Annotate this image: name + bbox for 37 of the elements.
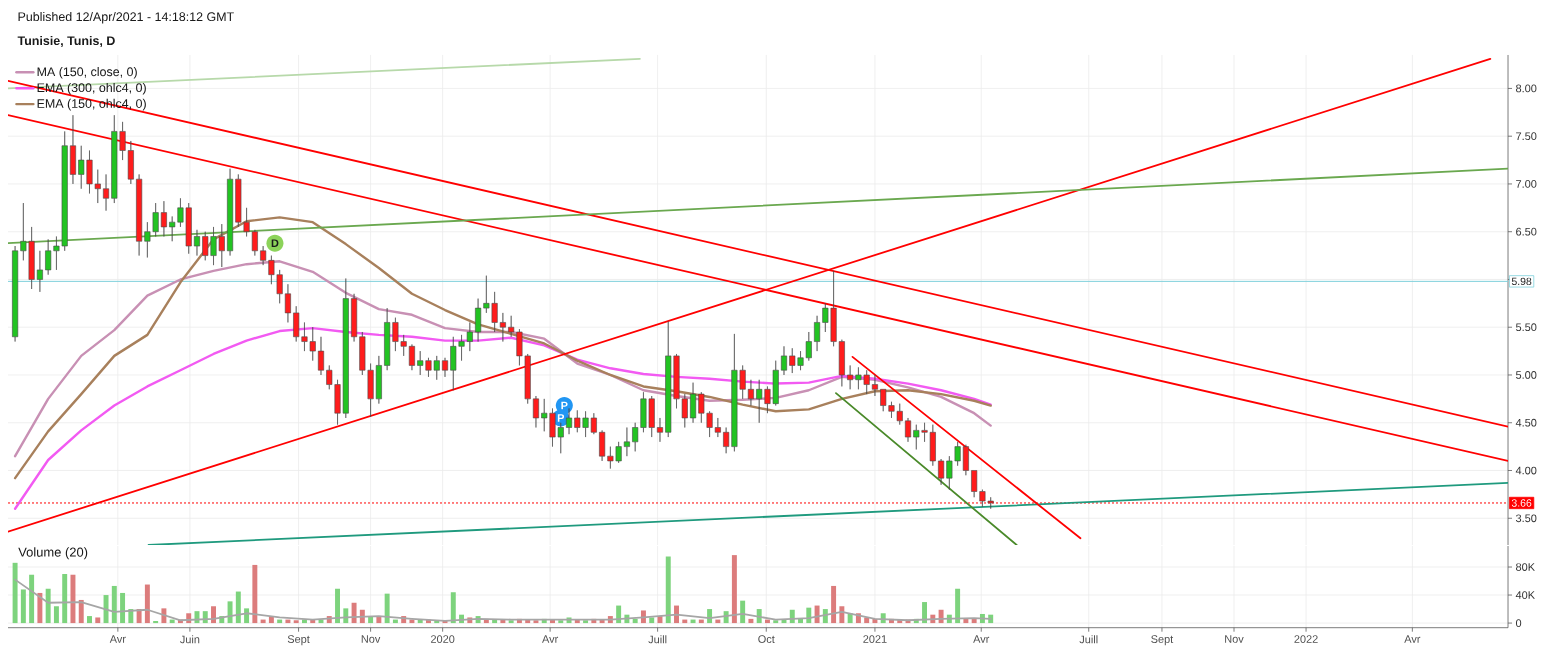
x-tick-label: Avr (542, 635, 559, 643)
x-tick-label: Juill (1079, 635, 1098, 644)
x-tick-label: Juin (180, 635, 200, 644)
annotation: D (271, 239, 279, 247)
x-tick-label: Avr (109, 635, 126, 643)
chart-title: Tunisie, Tunis, D (17, 35, 115, 47)
x-tick-label: Sept (287, 635, 310, 646)
y-tick-label: 0 (1515, 619, 1522, 627)
y-tick-label: 4.50 (1515, 418, 1537, 427)
x-tick-label: 2020 (431, 635, 455, 643)
chart-title: Volume (20) (18, 547, 88, 560)
y-tick-label: 5.50 (1515, 323, 1537, 332)
text: Published 12/Apr/2021 - 14:18:12 GMT (18, 11, 234, 24)
y-tick-label: 40K (1515, 591, 1535, 599)
y-tick-label: 5.00 (1515, 371, 1537, 379)
y-tick-label: 6.50 (1516, 227, 1537, 236)
y-tick-label: 7.50 (1516, 132, 1537, 141)
y-tick-label: 4.00 (1515, 466, 1537, 475)
x-tick-label: 2021 (863, 635, 887, 643)
legend-label: MA (150, close, 0) (37, 67, 137, 79)
x-tick-label: Nov (361, 635, 381, 643)
y-tick-label: 7.00 (1516, 180, 1537, 188)
x-tick-label: Avr (1404, 635, 1421, 643)
y-tick-label: 80K (1516, 563, 1535, 571)
x-tick-label: Avr (973, 635, 990, 643)
annotation: P (561, 401, 568, 410)
x-tick-label: Sept (1151, 635, 1174, 646)
x-tick-label: Juill (648, 635, 667, 644)
y-tick-label: 3.50 (1515, 514, 1537, 523)
legend-label: EMA (300, ohlc4, 0) (37, 82, 146, 95)
y-tick-label: 8.00 (1516, 84, 1537, 93)
x-tick-label: 2022 (1294, 635, 1318, 643)
x-tick-label: Oct (758, 635, 775, 643)
x-tick-label: Nov (1225, 635, 1244, 643)
ref-line-label: 5.98 (1511, 277, 1532, 286)
ref-line-label: 3.66 (1511, 499, 1532, 507)
annotation: P (557, 414, 565, 422)
